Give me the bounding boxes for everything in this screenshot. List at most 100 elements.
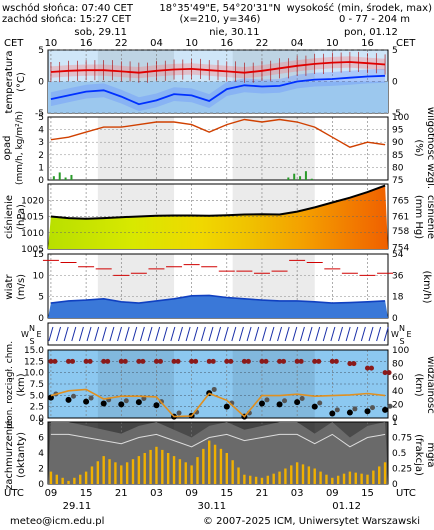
top-hour-label: 10 bbox=[185, 38, 198, 49]
cloud-top-dot bbox=[189, 358, 195, 364]
cloud-top-dot bbox=[105, 358, 111, 364]
fog-bar bbox=[278, 471, 281, 484]
fog-bar bbox=[213, 444, 217, 484]
wind-arrow bbox=[48, 326, 54, 342]
cloud-base-dot bbox=[65, 396, 72, 403]
wind-arrow bbox=[170, 326, 176, 342]
wind-arrow bbox=[56, 326, 62, 342]
utc-day-label: 01.12 bbox=[332, 501, 361, 512]
fog-bar bbox=[272, 473, 275, 484]
cloud-base-dot bbox=[299, 396, 305, 402]
wind-direction-frame bbox=[47, 322, 389, 346]
cloud-base-dot bbox=[153, 402, 160, 409]
fog-bar bbox=[372, 470, 375, 484]
cloud-top-dot bbox=[386, 370, 392, 376]
fog-bar bbox=[131, 459, 135, 484]
cloud-top-dot bbox=[241, 358, 247, 364]
cloud-top-dot bbox=[259, 358, 265, 364]
precip-ytick: 5 bbox=[38, 113, 44, 123]
wind-arrow bbox=[94, 326, 100, 342]
precip-ytick: 4 bbox=[38, 126, 44, 136]
temperature-label: temperatura bbox=[4, 50, 15, 113]
cloud-top-dot bbox=[48, 358, 54, 364]
wind-arrow bbox=[299, 326, 305, 342]
cloud-base-dot bbox=[364, 408, 371, 415]
cloud-base-dot bbox=[176, 410, 182, 416]
wind-arrow bbox=[223, 326, 229, 342]
humidity-line bbox=[50, 118, 386, 148]
cloud-top-dot bbox=[347, 361, 353, 367]
precip-ytick: 2 bbox=[38, 151, 44, 161]
cloud-top-dot bbox=[210, 358, 216, 364]
wind-arrow bbox=[261, 326, 267, 342]
cloud-top-dot bbox=[70, 358, 76, 364]
cloud-base-dot bbox=[123, 398, 129, 404]
cloud-ytick: 8 bbox=[38, 418, 44, 428]
temperature-ytick-right: 0 bbox=[392, 78, 398, 88]
bottom-hour-label: 03 bbox=[150, 488, 163, 499]
top-hour-label: 22 bbox=[115, 38, 128, 49]
precip-ytick: 3 bbox=[38, 138, 44, 148]
wind-arrow bbox=[63, 326, 69, 342]
utc-day-label: 30.11 bbox=[197, 501, 226, 512]
humidity-ytick: 85 bbox=[392, 151, 403, 161]
cloud-top-dot bbox=[281, 358, 287, 364]
wind-arrow bbox=[338, 326, 343, 342]
bottom-hour-label: 21 bbox=[115, 488, 128, 499]
wind-arrow bbox=[200, 326, 206, 342]
fog-bar bbox=[120, 465, 123, 484]
cloud-top-dot bbox=[364, 365, 370, 371]
cloud-top-dot bbox=[333, 358, 339, 364]
humidity-ytick: 90 bbox=[392, 138, 404, 148]
day-label: nie, 30.11 bbox=[209, 27, 259, 38]
height-title: wysokość (min, środek, max) bbox=[286, 2, 432, 14]
wind-ytick-right: 36 bbox=[392, 271, 404, 281]
footer-email[interactable]: meteo@icm.edu.pl bbox=[10, 516, 104, 527]
wind-arrow bbox=[162, 326, 168, 342]
fog-bar bbox=[102, 456, 105, 484]
fog-bar bbox=[301, 464, 305, 484]
wind-ytick-right: 0 bbox=[392, 314, 398, 324]
visibility-ytick: 12.5 bbox=[24, 357, 44, 367]
pressure-line bbox=[50, 184, 386, 220]
wind-arrow bbox=[376, 326, 382, 342]
compass-n: N bbox=[29, 324, 35, 333]
compass-s: S bbox=[399, 337, 404, 346]
fog-bar bbox=[266, 475, 270, 484]
temperature-unit: (°C) bbox=[16, 72, 27, 92]
utc-day-label: 29.11 bbox=[63, 501, 92, 512]
fog-bar bbox=[295, 462, 299, 484]
fog-bar bbox=[79, 474, 82, 484]
height-range: 0 - 77 - 204 m bbox=[339, 14, 410, 25]
cloud-base-dot bbox=[47, 394, 54, 401]
wind-ytick-right: 18 bbox=[392, 293, 404, 303]
cloud-ytick: 0 bbox=[38, 480, 44, 490]
wind-arrow bbox=[132, 326, 138, 342]
wind-arrow bbox=[322, 326, 328, 342]
fog-bar bbox=[225, 453, 228, 484]
visibility-right-label: widzialność bbox=[425, 356, 434, 413]
cloud-base-dot bbox=[352, 406, 358, 412]
cloud-base-dot bbox=[382, 406, 389, 413]
day-label: pon, 01.12 bbox=[344, 27, 398, 38]
bottom-hour-label: 09 bbox=[45, 488, 58, 499]
wind-arrow bbox=[185, 326, 191, 342]
cloud-top-dot bbox=[122, 358, 128, 364]
pressure-ytick-right: 761 bbox=[392, 213, 409, 223]
cloud-base-dot bbox=[71, 393, 77, 399]
temperature-ytick: 5 bbox=[38, 46, 44, 56]
precip-bar bbox=[304, 171, 307, 180]
wind-arrow bbox=[307, 326, 313, 342]
wind-arrow bbox=[208, 326, 214, 342]
wind-arrow bbox=[109, 326, 115, 342]
utc-label-right: UTC bbox=[396, 488, 416, 499]
wind-arrow bbox=[345, 326, 351, 342]
humidity-ytick: 95 bbox=[392, 126, 403, 136]
wind-arrow bbox=[124, 326, 130, 342]
compass-e: E bbox=[406, 330, 411, 339]
pressure-ytick: 1005 bbox=[21, 245, 44, 255]
pressure-ytick-right: 765 bbox=[392, 196, 409, 206]
visibility-line bbox=[50, 388, 386, 418]
temperature-ytick-right: -5 bbox=[392, 109, 401, 119]
wind-arrow bbox=[193, 326, 199, 342]
